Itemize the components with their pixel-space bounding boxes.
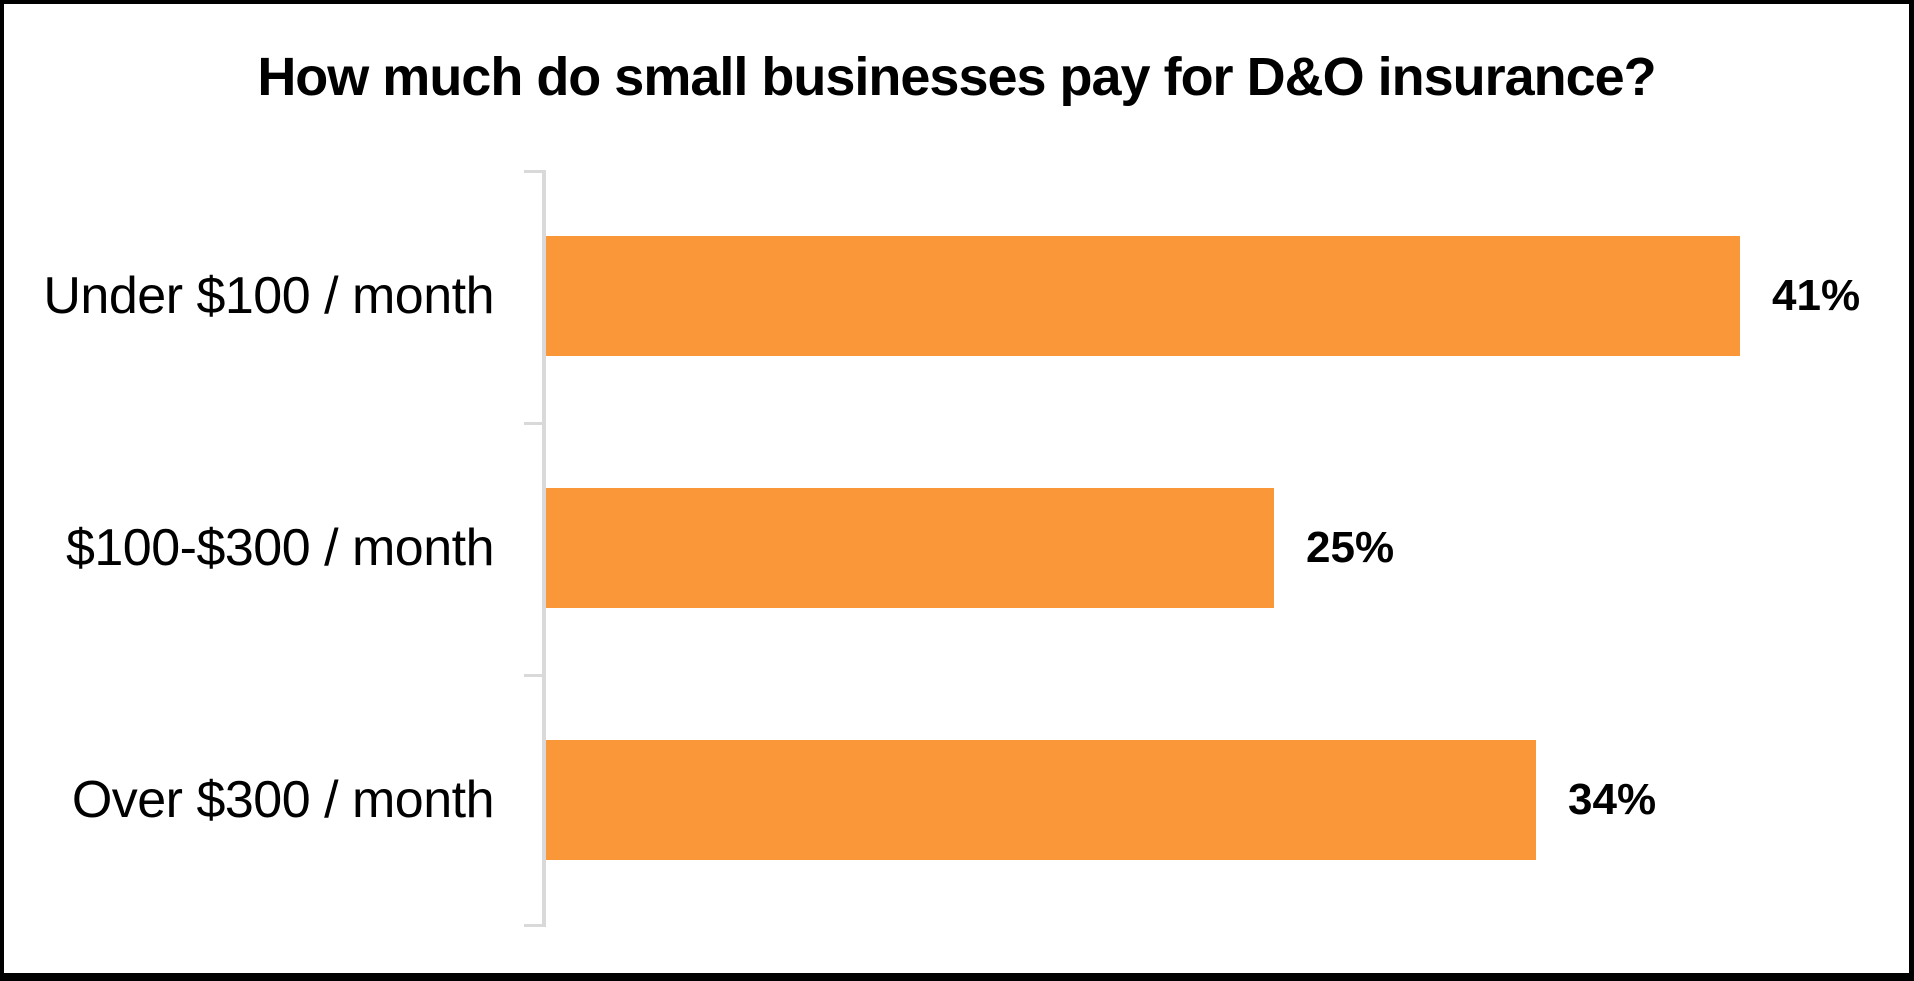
bar-under-100 [546, 236, 1740, 356]
chart-title: How much do small businesses pay for D&O… [257, 47, 1656, 107]
bar-row-100-300: $100-$300 / month 25% [4, 422, 1909, 674]
value-label-under-100: 41% [1772, 271, 1861, 320]
category-label-100-300: $100-$300 / month [65, 519, 495, 577]
category-label-under-100: Under $100 / month [43, 267, 494, 325]
axis-tick [524, 674, 542, 677]
bar-100-300 [546, 488, 1274, 608]
category-label-over-300: Over $300 / month [71, 771, 495, 829]
axis-tick [524, 170, 542, 173]
category-axis-line [542, 170, 546, 927]
bar-track: 41% [546, 170, 1860, 422]
plot-area: Under $100 / month 41% $100-$300 / month… [4, 170, 1909, 927]
value-label-over-300: 34% [1568, 775, 1657, 824]
bar-row-over-300: Over $300 / month 34% [4, 674, 1909, 926]
value-label-100-300: 25% [1306, 523, 1395, 572]
axis-tick [524, 924, 542, 927]
bar-row-under-100: Under $100 / month 41% [4, 170, 1909, 422]
bar-over-300 [546, 740, 1536, 860]
bar-track: 34% [546, 674, 1856, 926]
axis-tick [524, 422, 542, 425]
bar-track: 25% [546, 422, 1856, 674]
